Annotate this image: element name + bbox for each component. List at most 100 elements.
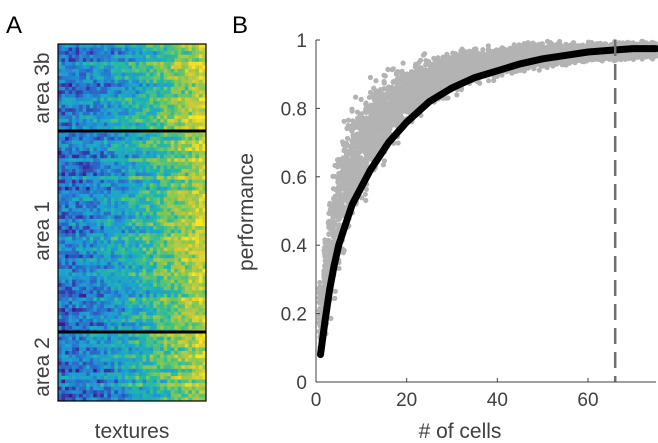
heatmap-cell xyxy=(142,258,147,263)
heatmap-cell xyxy=(107,165,112,170)
heatmap-cell xyxy=(188,308,193,313)
heatmap-cell xyxy=(191,108,196,113)
heatmap-cell xyxy=(124,397,129,402)
heatmap-cell xyxy=(107,372,112,377)
heatmap-cell xyxy=(82,372,87,377)
heatmap-cell xyxy=(89,201,94,206)
heatmap-cell xyxy=(86,104,91,109)
heatmap-cell xyxy=(135,186,140,191)
heatmap-cell xyxy=(96,293,101,298)
scatter-point xyxy=(353,160,359,167)
heatmap-cell xyxy=(170,147,175,152)
heatmap-cell xyxy=(163,143,168,148)
heatmap-cell xyxy=(156,86,161,91)
heatmap-cell xyxy=(153,361,158,366)
heatmap-cell xyxy=(188,51,193,56)
heatmap-cell xyxy=(82,390,87,395)
heatmap-cell xyxy=(61,154,66,159)
heatmap-cell xyxy=(114,165,119,170)
heatmap-cell xyxy=(170,251,175,256)
heatmap-cell xyxy=(191,154,196,159)
heatmap-cell xyxy=(181,76,186,81)
heatmap-cell xyxy=(160,93,165,98)
heatmap-cell xyxy=(156,365,161,370)
heatmap-cell xyxy=(142,243,147,248)
heatmap-cell xyxy=(86,108,91,113)
heatmap-cell xyxy=(170,97,175,102)
heatmap-cell xyxy=(174,376,179,380)
heatmap-cell xyxy=(114,190,119,195)
heatmap-cell xyxy=(163,254,168,259)
heatmap-cell xyxy=(146,172,151,177)
heatmap-cell xyxy=(167,390,172,395)
heatmap-cell xyxy=(191,322,196,327)
heatmap-cell xyxy=(65,304,69,309)
heatmap-cell xyxy=(181,172,186,177)
heatmap-cell xyxy=(174,393,179,398)
heatmap-cell xyxy=(132,240,136,245)
heatmap-cell xyxy=(146,365,151,370)
heatmap-cell xyxy=(124,215,129,220)
heatmap-cell xyxy=(191,190,196,195)
heatmap-cell xyxy=(139,258,143,263)
heatmap-cell xyxy=(61,326,66,330)
heatmap-cell xyxy=(202,358,207,363)
heatmap-cell xyxy=(61,297,66,302)
heatmap-cell xyxy=(160,243,165,248)
heatmap-cell xyxy=(110,240,115,245)
heatmap-cell xyxy=(65,397,69,402)
heatmap-cell xyxy=(195,90,200,95)
heatmap-cell xyxy=(202,308,207,313)
heatmap-cell xyxy=(167,351,172,355)
heatmap-cell xyxy=(75,315,80,320)
heatmap-cell xyxy=(100,283,105,288)
heatmap-cell xyxy=(61,179,66,184)
heatmap-cell xyxy=(110,243,115,248)
heatmap-cell xyxy=(142,143,147,148)
heatmap-cell xyxy=(146,76,151,81)
heatmap-cell xyxy=(93,201,98,206)
heatmap-cell xyxy=(89,286,94,291)
heatmap-cell xyxy=(153,318,158,323)
heatmap-cell xyxy=(142,343,147,348)
heatmap-cell xyxy=(117,340,122,345)
heatmap-cell xyxy=(170,326,175,330)
heatmap-cell xyxy=(58,158,62,163)
heatmap-cell xyxy=(198,72,203,77)
heatmap-cell xyxy=(96,354,101,359)
heatmap-cell xyxy=(202,133,207,138)
heatmap-cell xyxy=(68,161,73,166)
heatmap-cell xyxy=(170,186,175,191)
heatmap-cell xyxy=(149,383,154,388)
heatmap-cell xyxy=(170,318,175,323)
heatmap-cell xyxy=(96,211,101,216)
heatmap-cell xyxy=(163,51,168,56)
heatmap-cell xyxy=(114,76,119,81)
heatmap-cell xyxy=(139,165,143,170)
heatmap-cell xyxy=(139,126,143,131)
heatmap-cell xyxy=(75,197,80,202)
heatmap-cell xyxy=(163,390,168,395)
heatmap-cell xyxy=(181,97,186,102)
heatmap-cell xyxy=(177,247,182,252)
heatmap-cell xyxy=(103,276,108,281)
heatmap-cell xyxy=(121,311,126,316)
heatmap-cell xyxy=(86,222,91,227)
heatmap-cell xyxy=(68,379,73,384)
heatmap-cell xyxy=(61,186,66,191)
heatmap-cell xyxy=(114,65,119,70)
heatmap-cell xyxy=(107,65,112,70)
heatmap-cell xyxy=(82,361,87,366)
heatmap-cell xyxy=(184,47,189,52)
heatmap-cell xyxy=(149,208,154,213)
heatmap-cell xyxy=(188,301,193,306)
heatmap-cell xyxy=(72,379,77,384)
heatmap-cell xyxy=(121,115,126,120)
heatmap-cell xyxy=(86,347,91,352)
heatmap-cell xyxy=(79,172,84,177)
scatter-point xyxy=(353,134,359,140)
heatmap-cell xyxy=(110,61,115,66)
heatmap-cell xyxy=(198,379,203,384)
heatmap-cell xyxy=(114,247,119,252)
heatmap-cell xyxy=(107,236,112,241)
